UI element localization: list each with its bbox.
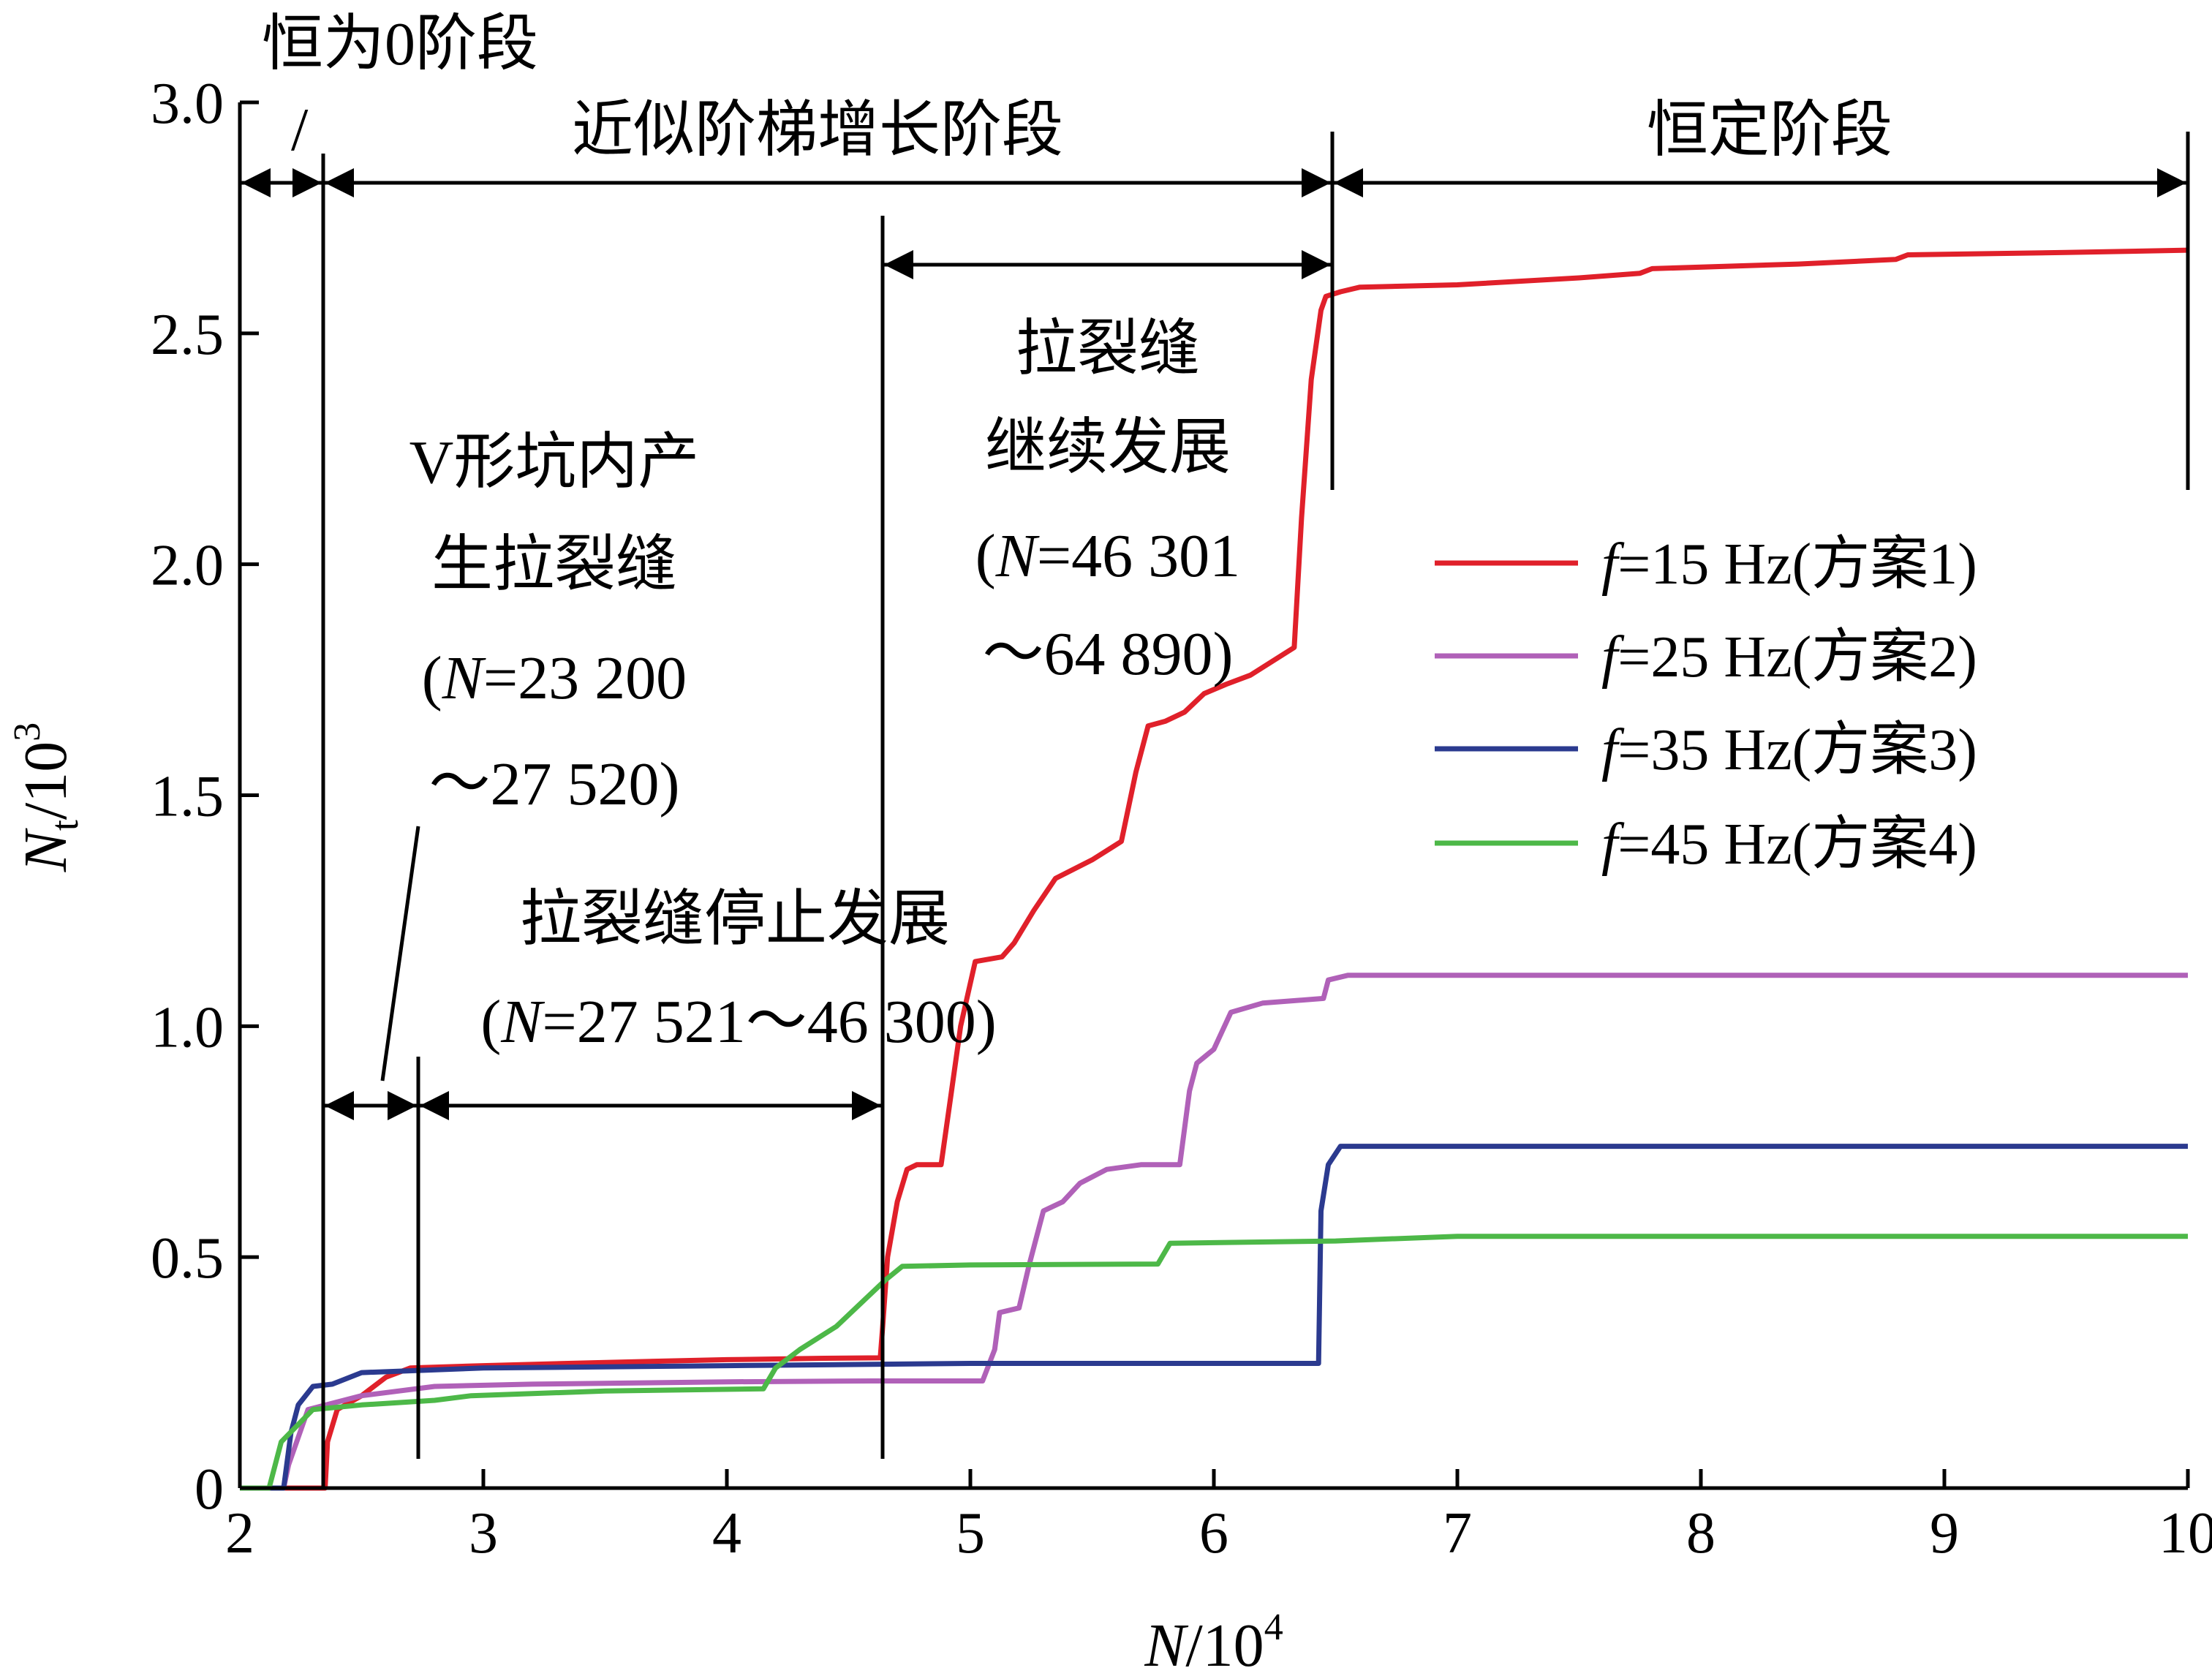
series-line-4 [240,1234,2188,1491]
annotation-crack-continue-line1: 拉裂缝 [1016,315,1200,383]
legend-item-series-4: f=45 Hz(方案4) [1435,812,1977,877]
annotation-crack-continue-line3: (N=46 301 [975,522,1240,590]
annotation-v-pit-line2: 生拉裂缝 [431,531,677,599]
series-line-3 [240,1144,2188,1491]
y-tick-label-3: 1.5 [151,765,224,829]
x-tick-label-6: 8 [1686,1501,1715,1566]
annotation-crack-continue-line4: ～64 890) [983,620,1234,688]
y-tick-label-4: 2.0 [151,534,224,598]
annotation-crack-continue-line2: 继续发展 [985,414,1231,482]
legend-item-series-2: f=25 Hz(方案2) [1435,625,1977,690]
x-tick-label-7: 9 [1930,1501,1959,1566]
legend-item-series-3: f=35 Hz(方案3) [1435,718,1977,782]
legend-label-series-2: f=25 Hz(方案2) [1601,625,1977,690]
x-tick-label-8: 10 [2159,1501,2212,1566]
annotation-v-pit-range2: ～27 520) [429,750,680,818]
annotation-stage-const: 恒定阶段 [1647,97,1892,165]
x-tick-label-1: 3 [469,1501,498,1566]
series-line-1 [240,247,2189,1491]
y-tick-label-0: 0 [195,1457,224,1522]
annotation-stage-zero: 恒为0阶段 [262,10,538,78]
legend-item-series-1: f=15 Hz(方案1) [1435,532,1977,597]
legend-label-series-4: f=45 Hz(方案4) [1601,812,1977,877]
annotation-v-pit-range1: (N=23 200 [422,644,687,712]
y-tick-label-5: 2.5 [151,303,224,367]
x-tick-label-2: 4 [712,1501,741,1566]
x-tick-label-4: 6 [1199,1501,1228,1566]
x-tick-label-0: 2 [225,1501,254,1566]
legend-label-series-3: f=35 Hz(方案3) [1601,718,1977,782]
annotation-v-pit-line1: V形坑内产 [409,429,700,497]
y-tick-label-1: 0.5 [151,1226,224,1291]
series-line-2 [240,973,2188,1491]
x-axis-title: N/104 [1144,1607,1283,1676]
annotation-crack-stop-line1: 拉裂缝停止发展 [520,886,950,954]
ticks-layer: 2 3 4 5 6 7 8 9 10 0 0.5 1.0 1.5 2.0 2.5 3.0 [151,72,2212,1566]
y-axis-title: Nt/103 [7,722,86,872]
x-tick-label-5: 7 [1443,1501,1472,1566]
legend: f=15 Hz(方案1) f=25 Hz(方案2) f=35 Hz(方案3) f… [1435,532,1977,877]
annotation-stage-zero-slash: / [291,96,309,164]
y-tick-label-2: 1.0 [151,995,224,1060]
x-tick-label-3: 5 [956,1501,985,1566]
annotation-stage-step: 近似阶梯增长阶段 [572,97,1063,165]
y-tick-label-6: 3.0 [151,72,224,136]
legend-label-series-1: f=15 Hz(方案1) [1601,532,1977,597]
series-layer [240,247,2189,1491]
leader-line-v-pit [380,826,420,1082]
annotation-crack-stop-line2: (N=27 521～46 300) [480,988,996,1056]
